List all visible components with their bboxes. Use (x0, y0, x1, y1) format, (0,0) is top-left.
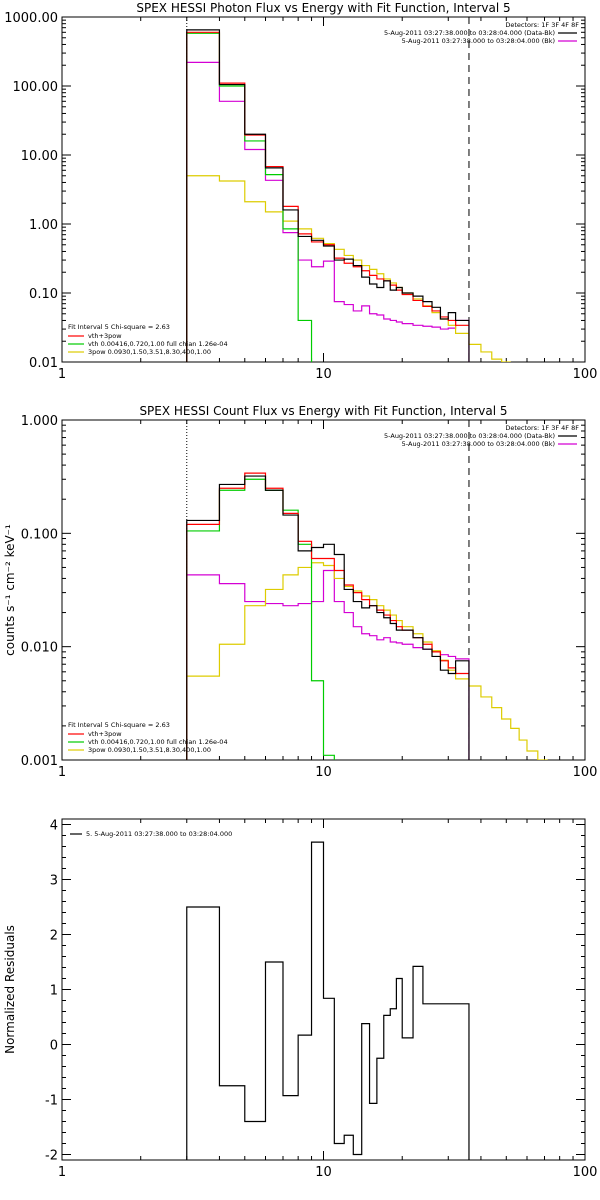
series-line-5 (186, 29, 470, 362)
y-tick-label: 0 (50, 1039, 58, 1054)
y-tick-label: 1.000 (21, 414, 58, 429)
x-tick-label: 1 (58, 1165, 66, 1180)
y-tick-label: 0.100 (21, 527, 58, 542)
x-tick-label: 10 (315, 367, 332, 382)
x-tick-label: 10 (315, 765, 332, 780)
series-line-4 (186, 472, 469, 760)
series-line-1 (186, 569, 470, 760)
legend-entry: vth 0.00416,0.720,1.00 full chian 1.26e-… (88, 340, 228, 348)
y-tick-label: -2 (45, 1149, 58, 1164)
legend-entry: vth+3pow (88, 332, 122, 340)
y-tick-label: 1000.00 (4, 11, 58, 26)
y-tick-label: 4 (50, 819, 58, 834)
chart-panel-1: SPEX HESSI Photon Flux vs Energy with Fi… (4, 1, 597, 382)
legend-entry: Detectors: 1F 3F 4F 8F (505, 424, 579, 432)
legend-entry: 5-Aug-2011 03:27:38.000 to 03:28:04.000 … (402, 37, 555, 45)
y-tick-label: 3 (50, 874, 58, 889)
y-tick-label: 0.010 (21, 641, 58, 656)
y-tick-label: 0.10 (29, 287, 58, 302)
series-line-1 (186, 841, 470, 1160)
series-line-3 (186, 32, 313, 362)
y-tick-label: 1.00 (29, 218, 58, 233)
legend-entry: vth 0.00416,0.720,1.00 full chian 1.26e-… (88, 738, 228, 746)
fit-legend-title: Fit Interval 5 Chi-square = 2.63 (68, 323, 170, 331)
y-tick-label: 0.001 (21, 754, 58, 769)
series-line-5 (186, 475, 470, 760)
y-tick-label: 10.00 (21, 149, 58, 164)
x-tick-label: 100 (573, 1165, 598, 1180)
y-tick-label: 1 (50, 984, 58, 999)
y-tick-label: -1 (45, 1094, 58, 1109)
y-tick-label: 2 (50, 929, 58, 944)
legend-entry: 5-Aug-2011 03:27:38.000 to 03:28:04.000 … (384, 432, 555, 440)
x-tick-label: 1 (58, 367, 66, 382)
x-tick-label: 10 (315, 1165, 332, 1180)
y-axis-label: counts s⁻¹ cm⁻² keV⁻¹ (3, 524, 17, 656)
legend-entry: 3pow 0.0930,1.50,3.51,8.30,400,1.00 (88, 746, 211, 754)
legend-entry: 3pow 0.0930,1.50,3.51,8.30,400,1.00 (88, 348, 211, 356)
x-tick-label: 100 (573, 765, 598, 780)
y-axis-label: Normalized Residuals (3, 925, 17, 1054)
legend-entry: vth+3pow (88, 730, 122, 738)
y-tick-label: 100.00 (13, 80, 59, 95)
legend-entry: 5. 5-Aug-2011 03:27:38.000 to 03:28:04.0… (86, 830, 232, 838)
x-tick-label: 1 (58, 765, 66, 780)
series-line-2 (186, 562, 548, 760)
legend-entry: 5-Aug-2011 03:27:38.000 to 03:28:04.000 … (402, 440, 555, 448)
chart-title: SPEX HESSI Count Flux vs Energy with Fit… (139, 404, 507, 418)
chart-title: SPEX HESSI Photon Flux vs Energy with Fi… (136, 1, 510, 15)
series-line-3 (186, 478, 335, 760)
plot-frame (61, 16, 586, 363)
legend-entry: 5-Aug-2011 03:27:38.000 to 03:28:04.000 … (384, 29, 555, 37)
chart-panel-2: SPEX HESSI Count Flux vs Energy with Fit… (3, 404, 597, 780)
series-line-2 (186, 175, 511, 362)
y-tick-label: 0.01 (29, 356, 58, 371)
series-line-1 (186, 61, 470, 362)
fit-legend-title: Fit Interval 5 Chi-square = 2.63 (68, 721, 170, 729)
series-line-4 (186, 31, 469, 362)
legend-entry: Detectors: 1F 3F 4F 8F (505, 21, 579, 29)
x-tick-label: 100 (573, 367, 598, 382)
